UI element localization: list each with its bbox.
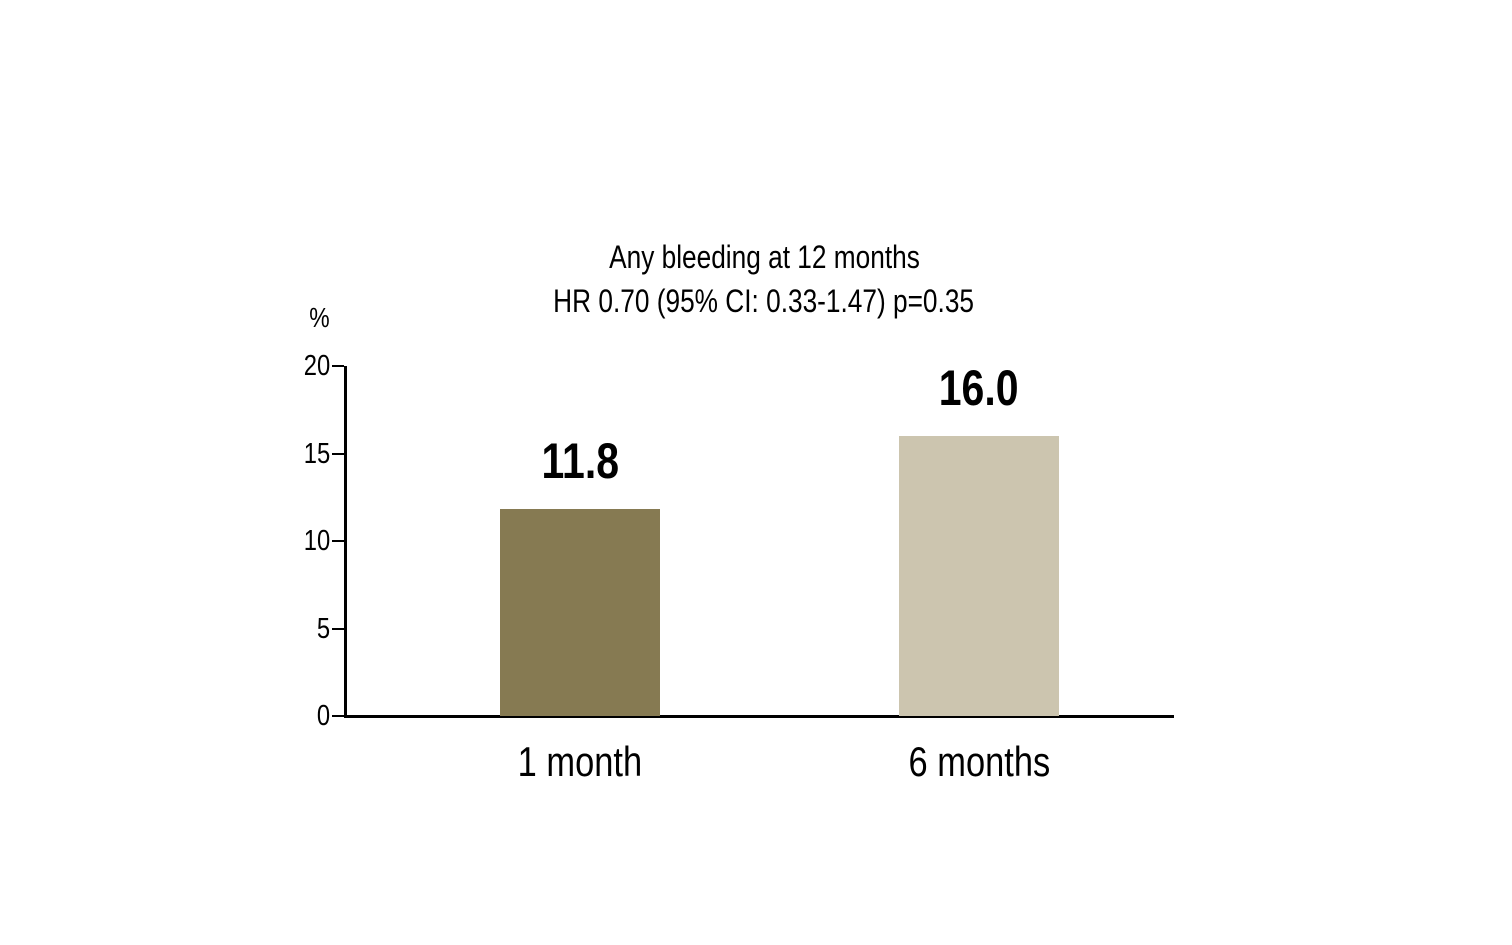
- bar-value-text: 11.8: [541, 433, 619, 489]
- y-tick-label-text: 15: [303, 437, 330, 470]
- y-tick-mark-20: [332, 365, 344, 367]
- x-category-label-6-months: 6 months: [839, 736, 1119, 788]
- y-tick-label-20: 20: [240, 346, 330, 386]
- x-category-label-1-month: 1 month: [440, 736, 720, 788]
- y-tick-label-text: 0: [316, 700, 330, 732]
- x-category-text: 1 month: [517, 738, 643, 785]
- bar-value-text: 16.0: [939, 360, 1019, 416]
- bar-6-months: [899, 436, 1059, 716]
- y-tick-label-0: 0: [240, 696, 330, 736]
- y-tick-label-5: 5: [240, 609, 330, 649]
- y-tick-mark-5: [332, 627, 344, 630]
- y-tick-label-text: 20: [303, 350, 330, 382]
- x-axis-line: [344, 715, 1174, 718]
- bar-1-month: [500, 509, 660, 716]
- chart-title-block: Any bleeding at 12 months HR 0.70 (95% C…: [350, 235, 1178, 323]
- y-tick-mark-0: [332, 715, 344, 717]
- y-tick-mark-10: [332, 540, 344, 542]
- y-tick-label-text: 5: [316, 612, 330, 645]
- chart-title: Any bleeding at 12 months: [608, 239, 920, 275]
- bar-value-label-6-months: 16.0: [869, 362, 1089, 414]
- y-tick-label-text: 10: [303, 525, 330, 557]
- bar-value-label-1-month: 11.8: [470, 435, 690, 487]
- y-tick-label-15: 15: [240, 434, 330, 474]
- y-axis-line: [344, 366, 347, 718]
- y-axis-unit-label: %: [289, 303, 349, 333]
- y-tick-label-10: 10: [240, 521, 330, 561]
- x-category-text: 6 months: [908, 738, 1050, 785]
- y-tick-mark-15: [332, 452, 344, 455]
- y-axis-unit-text: %: [308, 302, 330, 333]
- chart-subtitle: HR 0.70 (95% CI: 0.33-1.47) p=0.35: [553, 283, 975, 319]
